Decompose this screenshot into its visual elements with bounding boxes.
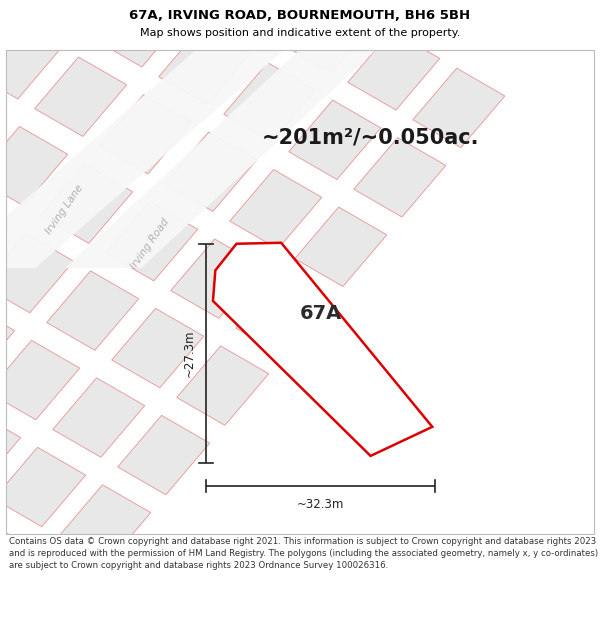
Polygon shape [53, 378, 145, 458]
Polygon shape [171, 239, 263, 318]
Polygon shape [218, 0, 310, 35]
Polygon shape [354, 138, 446, 217]
Polygon shape [224, 62, 316, 142]
Polygon shape [413, 68, 505, 148]
Polygon shape [41, 164, 133, 243]
Polygon shape [295, 207, 387, 286]
Text: Contains OS data © Crown copyright and database right 2021. This information is : Contains OS data © Crown copyright and d… [9, 537, 598, 570]
Text: Map shows position and indicative extent of the property.: Map shows position and indicative extent… [140, 28, 460, 38]
Polygon shape [112, 308, 204, 388]
Polygon shape [348, 31, 440, 110]
Polygon shape [0, 19, 62, 99]
Polygon shape [0, 303, 14, 382]
Polygon shape [94, 0, 186, 67]
Polygon shape [106, 201, 198, 281]
Polygon shape [0, 554, 92, 625]
Polygon shape [283, 0, 375, 72]
Text: Irving Road: Irving Road [129, 217, 171, 271]
Polygon shape [213, 242, 432, 456]
Text: ~32.3m: ~32.3m [297, 498, 344, 511]
Text: ~27.3m: ~27.3m [183, 329, 196, 377]
Polygon shape [0, 26, 312, 268]
Polygon shape [100, 94, 192, 174]
Polygon shape [230, 169, 322, 249]
Polygon shape [0, 341, 80, 420]
Polygon shape [236, 276, 328, 356]
Polygon shape [0, 624, 32, 625]
Text: 67A: 67A [300, 304, 342, 323]
Polygon shape [177, 346, 269, 425]
Polygon shape [29, 0, 121, 29]
Polygon shape [65, 11, 418, 268]
Polygon shape [165, 132, 257, 211]
Polygon shape [0, 233, 74, 312]
Polygon shape [289, 100, 381, 179]
Polygon shape [0, 196, 8, 275]
Text: ~201m²/~0.050ac.: ~201m²/~0.050ac. [262, 127, 479, 147]
Polygon shape [59, 485, 151, 564]
Text: 67A, IRVING ROAD, BOURNEMOUTH, BH6 5BH: 67A, IRVING ROAD, BOURNEMOUTH, BH6 5BH [130, 9, 470, 22]
Polygon shape [0, 517, 26, 596]
Polygon shape [0, 448, 86, 527]
Polygon shape [118, 416, 210, 495]
Polygon shape [0, 410, 20, 489]
Polygon shape [35, 57, 127, 136]
Polygon shape [0, 126, 68, 206]
Polygon shape [159, 25, 251, 104]
Polygon shape [47, 271, 139, 350]
Text: Irving Lane: Irving Lane [44, 183, 85, 236]
Polygon shape [0, 89, 2, 168]
